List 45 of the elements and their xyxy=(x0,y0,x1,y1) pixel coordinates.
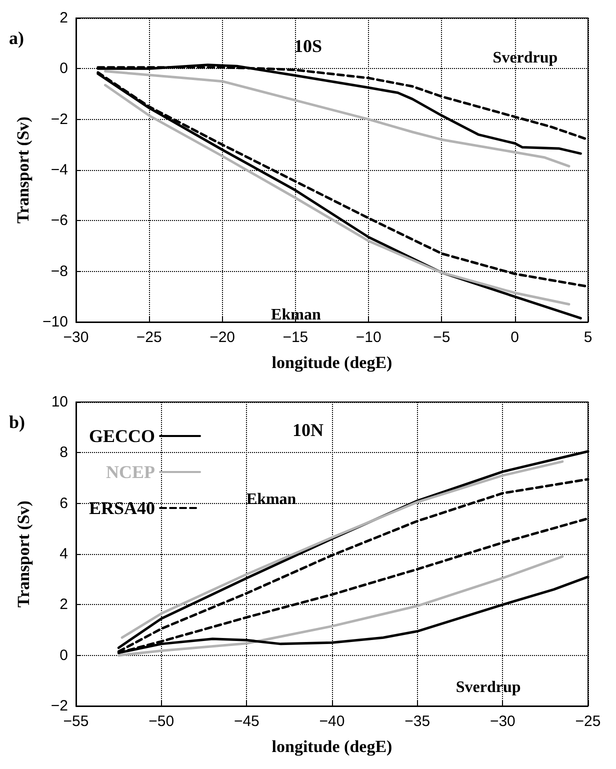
y-tick-label: 8 xyxy=(60,444,68,462)
x-tick-label: −25 xyxy=(136,329,162,346)
y-axis-title: Transport (Sv) xyxy=(14,116,33,224)
text: 10S xyxy=(294,36,322,56)
y-tick-label: −10 xyxy=(42,314,68,330)
x-tick-label: −45 xyxy=(234,713,260,730)
x-tick-label: −15 xyxy=(282,329,308,346)
text: b) xyxy=(9,412,26,432)
y-tick-label: −8 xyxy=(50,262,68,280)
legend-label: GECCO xyxy=(89,426,156,446)
line-series xyxy=(104,70,570,168)
x-tick-label: −50 xyxy=(148,713,174,730)
text: a) xyxy=(9,28,24,48)
y-tick-label: −6 xyxy=(50,212,68,230)
x-tick-label: 0 xyxy=(510,329,520,346)
y-tick-label: 4 xyxy=(60,546,68,562)
y-tick-label: 0 xyxy=(60,60,68,78)
x-tick-label: −30 xyxy=(63,329,89,346)
x-tick-label: −35 xyxy=(404,713,430,730)
y-tick-label: −4 xyxy=(50,162,68,178)
x-tick-label: −40 xyxy=(319,713,345,730)
x-axis-title: longitude (degE) xyxy=(272,353,392,372)
text: 10N xyxy=(292,420,324,440)
y-tick-label: −2 xyxy=(50,110,68,128)
x-axis-title: longitude (degE) xyxy=(272,737,392,756)
x-tick-label: −25 xyxy=(575,713,601,730)
x-tick-label: −20 xyxy=(210,329,236,346)
line-series xyxy=(117,555,564,657)
y-axis-title: Transport (Sv) xyxy=(14,500,33,608)
legend-label: ERSA40 xyxy=(89,498,156,518)
annotation: Ekman xyxy=(271,306,321,324)
y-tick-label: 10 xyxy=(51,394,68,410)
y-tick-label: 6 xyxy=(60,494,68,512)
y-tick-label: 0 xyxy=(60,646,68,664)
x-tick-label: −30 xyxy=(490,713,516,730)
x-tick-label: −10 xyxy=(356,329,382,346)
y-tick-label: 2 xyxy=(60,10,68,26)
y-tick-label: 2 xyxy=(60,596,68,614)
legend-label: NCEP xyxy=(106,462,156,482)
x-tick-label: −55 xyxy=(63,713,89,730)
y-tick-label: −2 xyxy=(50,698,68,714)
x-tick-label: 5 xyxy=(584,329,592,346)
annotation: Sverdrup xyxy=(456,679,521,696)
annotation: Sverdrup xyxy=(492,49,558,66)
x-tick-label: −5 xyxy=(433,329,450,346)
